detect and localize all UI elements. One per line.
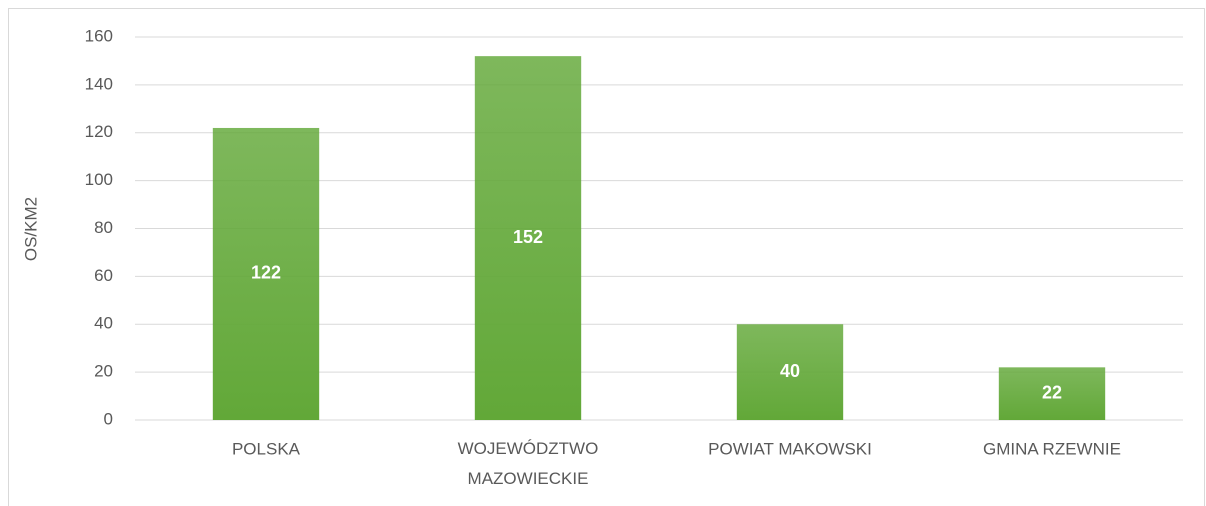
data-label: 40 bbox=[780, 361, 800, 381]
bar bbox=[998, 367, 1106, 420]
x-tick-label: WOJEWÓDZTWO MAZOWIECKIE bbox=[458, 439, 599, 488]
y-tick-label: 80 bbox=[94, 218, 113, 237]
data-label: 152 bbox=[513, 227, 543, 247]
bar bbox=[736, 324, 844, 420]
x-tick-label: POLSKA bbox=[232, 439, 301, 458]
x-tick-label: POWIAT MAKOWSKI bbox=[708, 439, 872, 458]
x-tick-label: GMINA RZEWNIE bbox=[983, 439, 1121, 458]
y-tick-label: 120 bbox=[85, 122, 113, 141]
y-tick-label: 160 bbox=[85, 26, 113, 45]
y-axis-title: OS/KM2 bbox=[21, 197, 40, 261]
y-tick-label: 100 bbox=[85, 170, 113, 189]
y-tick-label: 140 bbox=[85, 74, 113, 93]
y-tick-label: 20 bbox=[94, 362, 113, 381]
bar bbox=[212, 127, 320, 421]
bar bbox=[474, 56, 582, 421]
y-tick-label: 40 bbox=[94, 314, 113, 333]
chart-border bbox=[8, 8, 1205, 506]
y-tick-label: 60 bbox=[94, 266, 113, 285]
data-label: 122 bbox=[251, 263, 281, 283]
data-label: 22 bbox=[1042, 382, 1062, 402]
y-tick-label: 0 bbox=[104, 409, 113, 428]
